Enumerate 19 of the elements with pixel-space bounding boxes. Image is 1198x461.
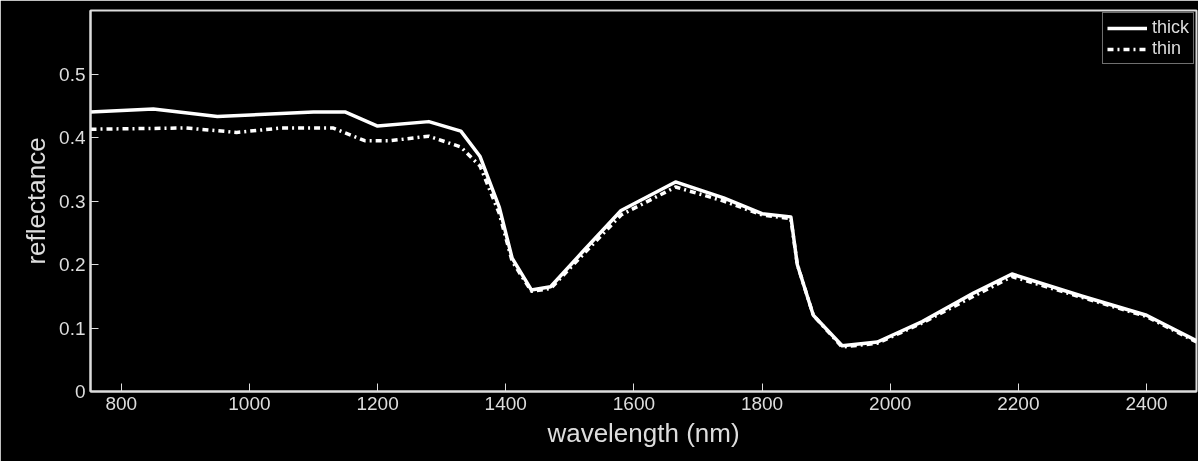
x-axis-title: wavelength (nm): [546, 417, 740, 448]
x-tick-label: 1800: [740, 392, 784, 414]
y-tick-label: 0.3: [59, 190, 86, 212]
y-tick-label: 0.2: [59, 254, 86, 275]
legend-label: thick: [1151, 17, 1189, 38]
y-tick-label: 0.4: [59, 127, 86, 148]
y-tick-label: 0.5: [59, 63, 86, 85]
y-axis-title: reflectance: [21, 137, 52, 265]
y-tick-label: 0.1: [59, 317, 86, 339]
x-tick-label: 1000: [228, 392, 271, 414]
y-tick-label: 0: [74, 381, 86, 402]
x-tick-label: 1600: [612, 392, 656, 414]
x-tick-label: 2200: [997, 392, 1040, 414]
x-tick-label: 1200: [356, 392, 399, 414]
x-tick-label: 800: [105, 392, 138, 414]
legend-label: thin: [1151, 38, 1182, 59]
x-tick-label: 1400: [484, 392, 527, 414]
x-tick-label: 2000: [869, 392, 912, 414]
x-tick-label: 2400: [1125, 392, 1168, 414]
